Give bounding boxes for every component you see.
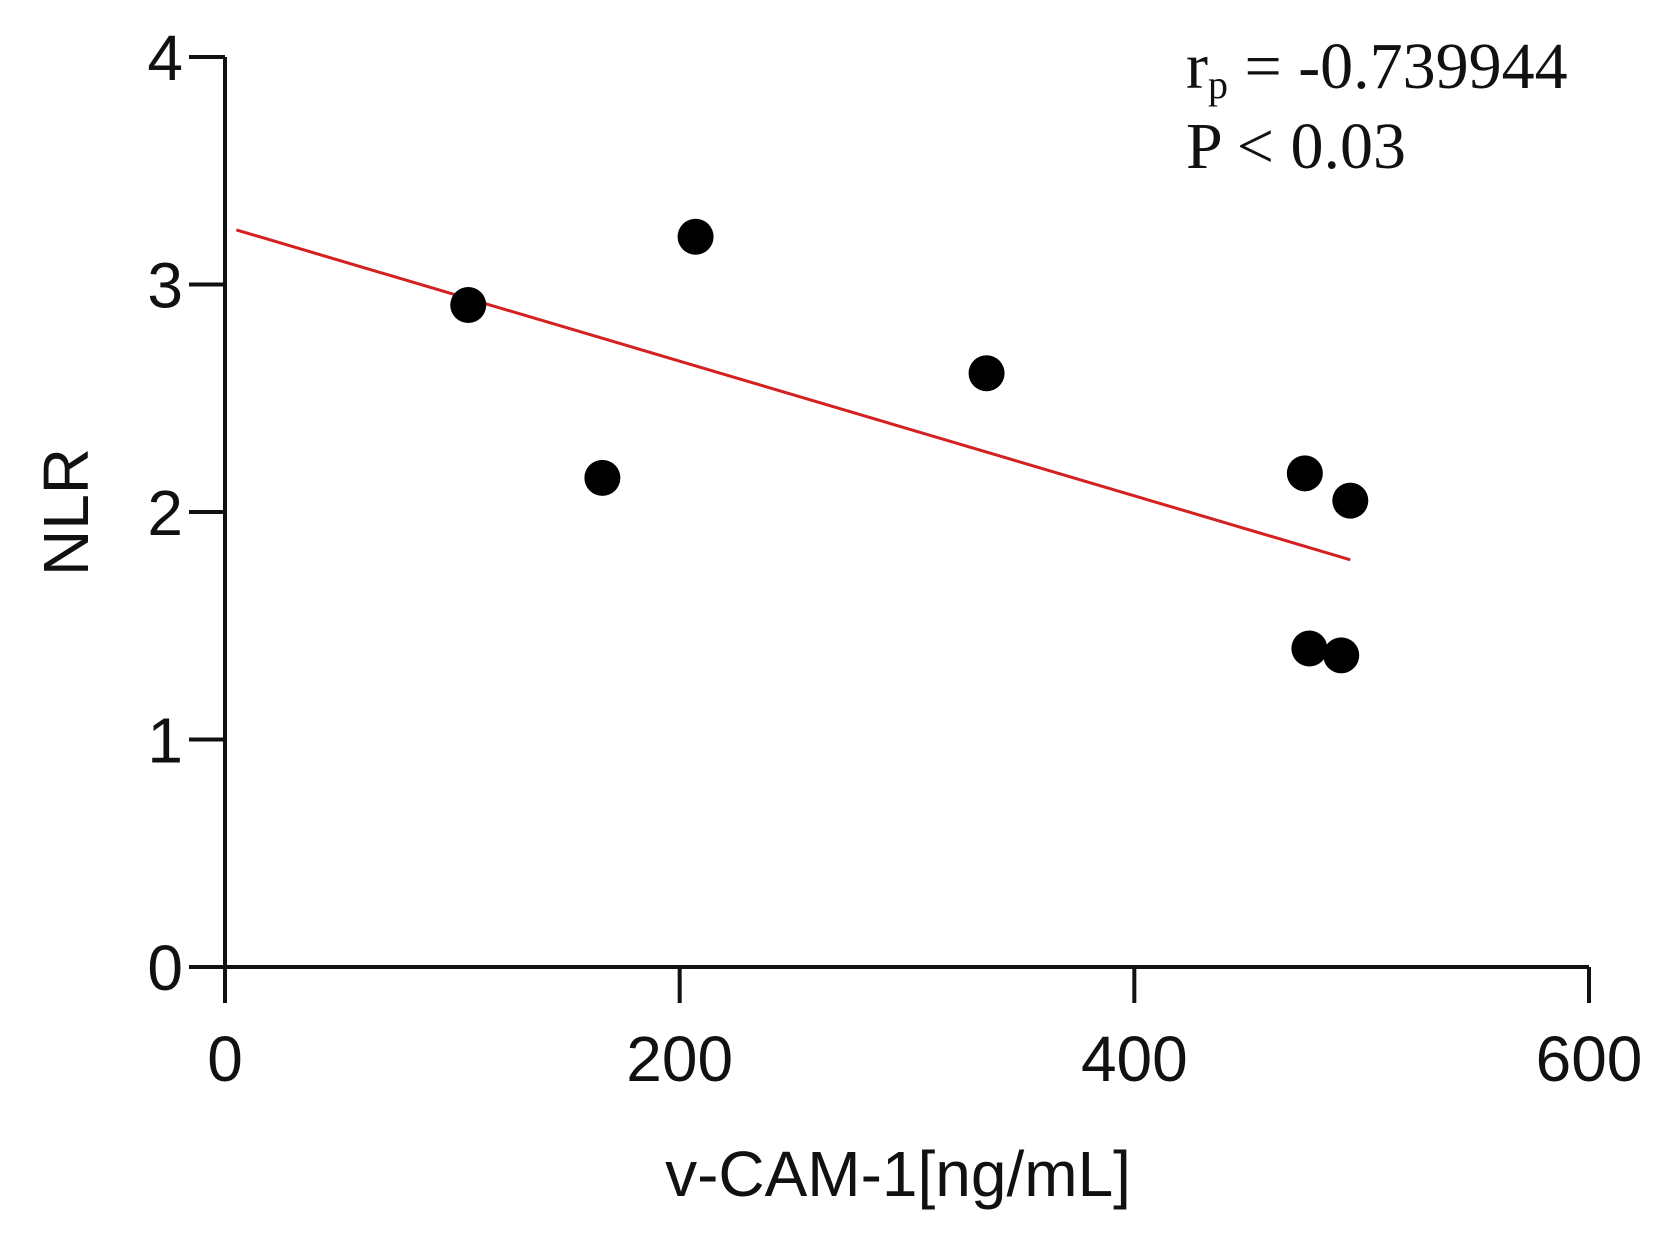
y-axis-title: NLR (30, 448, 102, 576)
x-axis-title: v-CAM-1[ng/mL] (665, 1138, 1131, 1210)
r-value: = -0.739944 (1228, 30, 1568, 103)
y-tick-label: 0 (147, 932, 183, 1004)
y-tick-label: 4 (147, 22, 183, 94)
p-value-annotation: P < 0.03 (1186, 110, 1406, 183)
y-tick-label: 3 (147, 250, 183, 322)
tick-marks (189, 55, 1591, 1003)
r-subscript: p (1208, 62, 1228, 107)
r-symbol: r (1186, 30, 1208, 103)
data-point (450, 286, 487, 323)
data-point (584, 459, 621, 496)
x-tick-label: 0 (207, 1023, 243, 1095)
data-point (1286, 455, 1323, 492)
data-point (1323, 637, 1360, 674)
data-points (450, 218, 1369, 674)
data-point (1332, 482, 1369, 519)
data-point (1291, 630, 1328, 667)
x-tick-label: 400 (1081, 1023, 1188, 1095)
axes (223, 57, 1589, 969)
y-tick-label: 1 (147, 705, 183, 777)
data-point (968, 355, 1005, 392)
correlation-annotation: rp = -0.739944 (1186, 30, 1568, 107)
data-point (677, 218, 714, 255)
tick-labels: 0 1 2 3 4 0 200 400 600 (147, 22, 1642, 1095)
y-tick-label: 2 (147, 477, 183, 549)
x-tick-label: 200 (626, 1023, 733, 1095)
regression-line (235, 228, 1351, 562)
x-tick-label: 600 (1536, 1023, 1643, 1095)
